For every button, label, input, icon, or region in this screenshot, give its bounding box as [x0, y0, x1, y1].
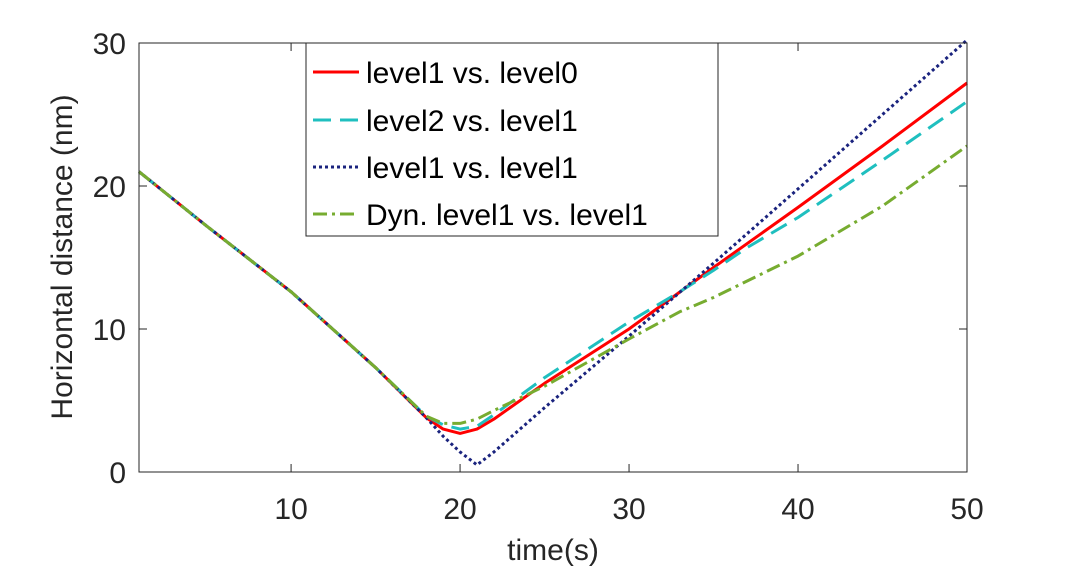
x-tick-label: 20	[443, 493, 476, 526]
legend: level1 vs. level0 level2 vs. level1 leve…	[305, 42, 719, 237]
x-axis-label: time(s)	[507, 534, 599, 567]
axis-tick-labels: 10 20 30 40 50 0 10 20 30	[93, 28, 984, 526]
x-tick-label: 30	[612, 493, 645, 526]
y-axis-label: Horizontal distance (nm)	[46, 94, 79, 419]
y-tick-label: 0	[109, 457, 126, 490]
y-tick-label: 10	[93, 314, 126, 347]
legend-box	[305, 42, 719, 237]
legend-label-series-4: Dyn. level1 vs. level1	[366, 199, 648, 232]
y-tick-label: 30	[93, 28, 126, 61]
series-line-4	[138, 144, 968, 425]
legend-label-series-2: level2 vs. level1	[366, 105, 578, 138]
axis-ticks	[139, 42, 968, 473]
x-tick-label: 40	[781, 493, 814, 526]
legend-label-series-1: level1 vs. level0	[366, 57, 578, 90]
legend-label-series-3: level1 vs. level1	[366, 152, 578, 185]
y-tick-label: 20	[93, 171, 126, 204]
x-tick-label: 50	[950, 493, 983, 526]
x-tick-label: 10	[274, 493, 307, 526]
plot-lines	[138, 38, 968, 467]
